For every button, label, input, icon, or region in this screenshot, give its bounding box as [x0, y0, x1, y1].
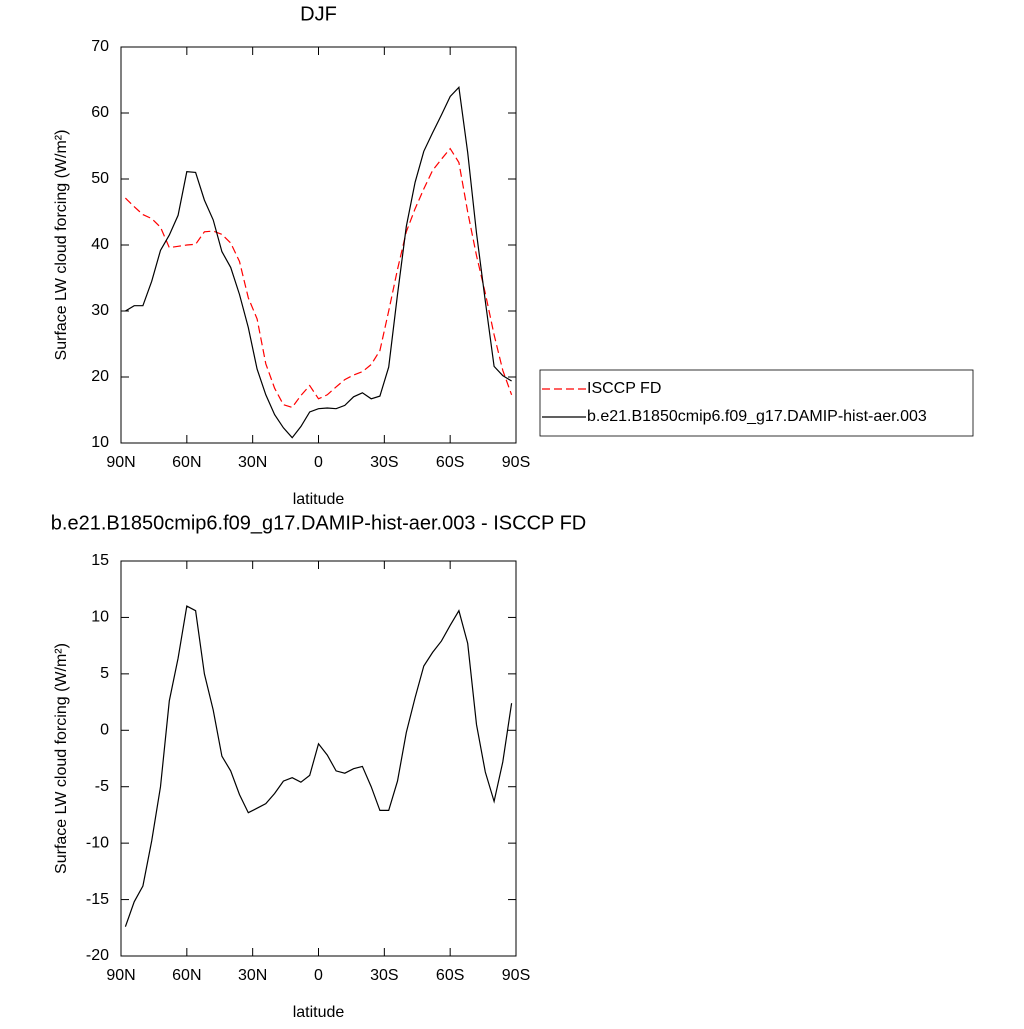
y-tick-label: 10 [91, 609, 109, 626]
data-line [124, 605, 513, 927]
x-tick-label: 90N [106, 454, 135, 471]
x-tick-label: 90N [106, 967, 135, 984]
legend-label: ISCCP FD [587, 380, 661, 397]
x-tick-label: 60N [172, 967, 201, 984]
y-tick-label: 70 [91, 38, 109, 55]
x-tick-label: 60S [436, 454, 464, 471]
x-tick-label: 60N [172, 454, 201, 471]
data-line [124, 147, 513, 409]
y-tick-label: 5 [100, 665, 109, 682]
y-tick-label: -20 [86, 947, 109, 964]
y-tick-label: 60 [91, 104, 109, 121]
legend-box [539, 369, 974, 437]
y-tick-label: 50 [91, 170, 109, 187]
y-tick-label: -10 [86, 834, 109, 851]
x-tick-label: 90S [502, 967, 530, 984]
x-tick-label: 30S [370, 454, 398, 471]
x-tick-label: 0 [314, 454, 323, 471]
y-axis-label: Surface LW cloud forcing (W/m²) [53, 643, 70, 874]
x-axis-label: latitude [293, 491, 345, 508]
x-tick-label: 0 [314, 967, 323, 984]
y-axis-label: Surface LW cloud forcing (W/m²) [53, 130, 70, 361]
y-tick-label: 30 [91, 302, 109, 319]
y-tick-label: 15 [91, 552, 109, 569]
y-tick-label: 40 [91, 236, 109, 253]
y-tick-label: -15 [86, 891, 109, 908]
plot-frame [120, 560, 517, 957]
x-tick-label: 30N [238, 967, 267, 984]
x-axis-label: latitude [293, 1004, 345, 1021]
data-line [125, 85, 512, 439]
x-tick-label: 90S [502, 454, 530, 471]
legend-label: b.e21.B1850cmip6.f09_g17.DAMIP-hist-aer.… [587, 408, 927, 425]
x-tick-label: 60S [436, 967, 464, 984]
y-tick-label: 20 [91, 368, 109, 385]
chart-title: b.e21.B1850cmip6.f09_g17.DAMIP-hist-aer.… [51, 512, 586, 534]
y-tick-label: 0 [100, 722, 109, 739]
x-tick-label: 30S [370, 967, 398, 984]
chart-title: DJF [300, 3, 337, 25]
y-tick-label: 10 [91, 434, 109, 451]
y-tick-label: -5 [95, 778, 109, 795]
plot-frame [120, 46, 517, 444]
x-tick-label: 30N [238, 454, 267, 471]
